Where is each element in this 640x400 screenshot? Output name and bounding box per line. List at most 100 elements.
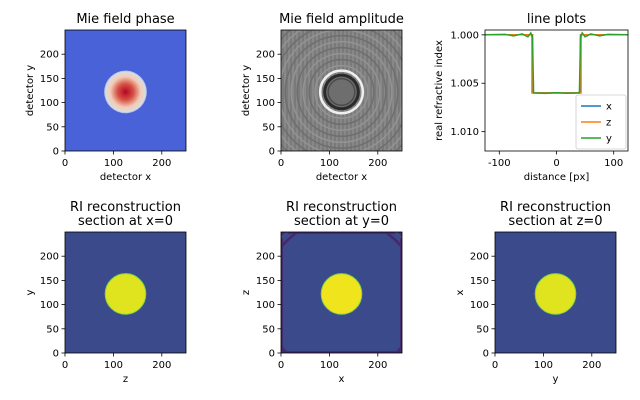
chart-panel-4: 0 100 200 0 50 100 150 200 z y RI reconstructionse… — [25, 200, 187, 385]
y-tick-label: 50 — [46, 324, 59, 335]
x-tick-label: 100 — [320, 360, 339, 371]
plot-area — [281, 232, 402, 353]
y-tick-label: 200 — [256, 252, 275, 263]
axes-frame — [280, 231, 403, 354]
y-tick-label: 1.005 — [450, 79, 479, 90]
y-tick-label: 50 — [262, 324, 275, 335]
bright-ring — [318, 69, 365, 115]
y-tick-label: 0 — [483, 349, 489, 360]
x-tick-label: 0 — [492, 360, 498, 371]
x-tick-label: 100 — [604, 158, 623, 169]
series-line-z — [485, 34, 628, 94]
chart-title: Mie field phase — [76, 12, 174, 27]
x-tick-label: 200 — [368, 158, 387, 169]
x-tick-label: 0 — [278, 360, 284, 371]
y-tick-label: 150 — [256, 74, 275, 85]
x-axis-label: detector x — [316, 172, 367, 183]
series-line-y — [485, 31, 628, 95]
x-axis-label: distance [px] — [524, 172, 590, 183]
axes-frame — [64, 29, 187, 152]
chart-title: Mie field amplitude — [279, 12, 404, 27]
ri-disc — [104, 273, 147, 315]
plot-area — [65, 232, 186, 353]
y-tick-label: 150 — [40, 276, 59, 287]
fringe-ring — [284, 34, 399, 150]
legend-label-x: x — [606, 102, 612, 113]
y-tick-label: 50 — [476, 324, 489, 335]
y-tick-label: 100 — [470, 300, 489, 311]
x-tick-label: 100 — [104, 158, 123, 169]
y-tick-label: 150 — [40, 74, 59, 85]
plot-area — [495, 232, 616, 353]
x-axis-label: z — [123, 374, 128, 385]
y-axis-label: detector y — [25, 65, 36, 116]
legend-label-z: z — [606, 118, 611, 129]
amplitude-disc — [326, 76, 357, 108]
series-line-x — [485, 34, 628, 94]
plot-area — [485, 31, 628, 95]
x-axis-label: y — [553, 374, 559, 385]
x-tick-label: 100 — [104, 360, 123, 371]
x-tick-label: 200 — [582, 360, 601, 371]
chart-title: section at x=0 — [78, 214, 173, 229]
axes-frame — [280, 29, 403, 152]
x-tick-label: -100 — [488, 158, 511, 169]
plot-area — [281, 30, 402, 151]
y-axis-label: z — [241, 290, 252, 295]
fringe-ring — [302, 52, 381, 132]
y-tick-label: 50 — [46, 122, 59, 133]
fringe-ring — [296, 46, 387, 138]
legend: xzy — [575, 94, 627, 150]
fringe-ring — [314, 64, 369, 120]
y-tick-label: 1.000 — [450, 30, 479, 41]
y-tick-label: 200 — [256, 50, 275, 61]
ri-disc — [534, 273, 577, 315]
axes-frame — [494, 231, 617, 354]
x-tick-label: 0 — [278, 158, 284, 169]
y-tick-label: 100 — [256, 300, 275, 311]
x-tick-label: 0 — [62, 360, 68, 371]
y-axis-label: detector y — [241, 65, 252, 116]
x-axis-label: x — [339, 374, 345, 385]
chart-panel-5: 0 100 200 0 50 100 150 200 x z RI reconstructionse… — [241, 200, 403, 385]
y-tick-label: 100 — [40, 300, 59, 311]
y-tick-label: 100 — [256, 98, 275, 109]
chart-title: section at z=0 — [508, 214, 602, 229]
y-tick-label: 0 — [269, 349, 275, 360]
x-tick-label: 200 — [152, 360, 171, 371]
y-tick-label: 200 — [470, 252, 489, 263]
x-tick-label: 200 — [152, 158, 171, 169]
y-tick-label: 150 — [256, 276, 275, 287]
y-tick-label: 200 — [40, 50, 59, 61]
chart-title: line plots — [527, 12, 587, 27]
x-tick-label: 0 — [62, 158, 68, 169]
y-tick-label: 150 — [470, 276, 489, 287]
y-tick-label: 50 — [262, 122, 275, 133]
axes-frame — [64, 231, 187, 354]
phase-disc — [105, 71, 146, 113]
chart-title: RI reconstruction — [500, 200, 611, 215]
chart-panel-6: 0 100 200 0 50 100 150 200 y x RI reconstructionse… — [455, 200, 617, 385]
x-tick-label: 100 — [320, 158, 339, 169]
chart-title: section at y=0 — [294, 214, 389, 229]
y-axis-label: real refractive index — [434, 40, 445, 141]
y-tick-label: 100 — [40, 98, 59, 109]
chart-title: RI reconstruction — [286, 200, 397, 215]
x-tick-label: 100 — [534, 360, 553, 371]
chart-panel-3: -100 0 100 1.000 1.005 1.010 distance [px] real… — [434, 12, 629, 183]
x-tick-label: 200 — [368, 360, 387, 371]
ri-disc — [320, 273, 363, 315]
y-axis-label: x — [455, 289, 466, 295]
legend-label-y: y — [606, 134, 612, 145]
y-tick-label: 200 — [40, 252, 59, 263]
y-tick-label: 0 — [53, 147, 59, 158]
inner-ring — [327, 77, 356, 107]
fringe-ring — [290, 40, 393, 144]
x-tick-label: 0 — [553, 158, 559, 169]
y-axis-label: y — [25, 289, 36, 295]
plot-area — [65, 30, 186, 151]
y-tick-label: 1.010 — [450, 127, 479, 138]
